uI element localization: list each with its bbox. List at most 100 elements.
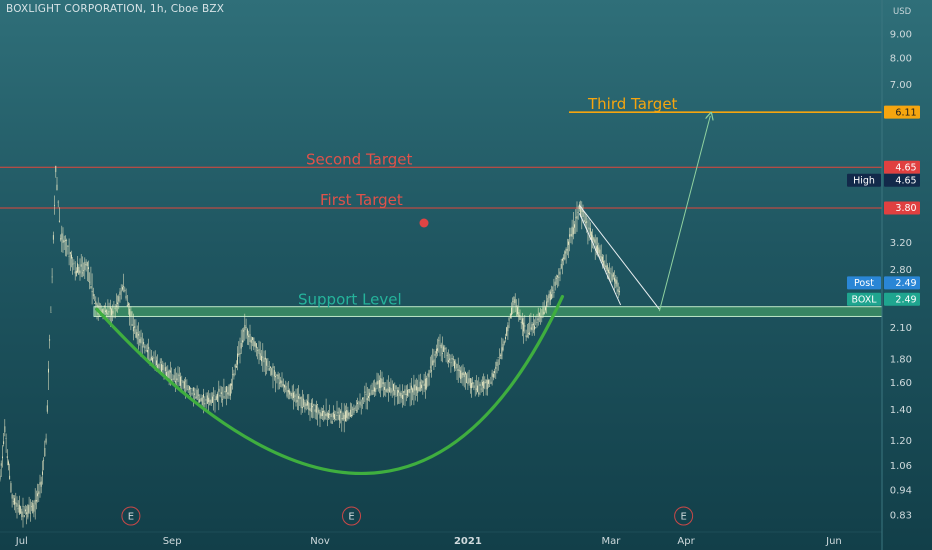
candle-body (192, 387, 194, 392)
y-tick-label: 1.80 (890, 354, 912, 365)
candle-body (291, 392, 293, 399)
candle-body (568, 241, 569, 245)
candle-body (528, 333, 529, 334)
candle-body (486, 380, 488, 390)
candle-body (337, 411, 339, 414)
candle-body (119, 291, 121, 295)
candle-body (183, 381, 185, 389)
candle-body (611, 274, 613, 281)
candle-body (156, 360, 157, 365)
candle-body (520, 321, 522, 324)
candle-body (58, 220, 60, 222)
candle-body (557, 275, 558, 278)
candle-body (73, 262, 75, 264)
candle-body (40, 481, 42, 487)
candle-body (304, 402, 306, 410)
candle-body (226, 386, 227, 392)
candle-body (17, 508, 19, 510)
candle-body (416, 386, 417, 391)
price-candles (0, 165, 620, 528)
candle-body (580, 206, 582, 217)
candle-body (424, 378, 426, 390)
candle-body (405, 393, 407, 395)
candle-body (403, 390, 405, 393)
candle-body (32, 503, 34, 514)
candle-body (72, 263, 74, 265)
price-tag-prefix: BOXL (851, 295, 877, 306)
cup-curve (95, 294, 565, 476)
candle-body (55, 165, 57, 173)
candle-body (457, 369, 459, 371)
candle-body (39, 482, 41, 485)
candle-body (419, 381, 421, 392)
candle-body (585, 222, 586, 224)
candle-body (489, 386, 491, 387)
candle-body (443, 346, 445, 352)
candle-body (455, 362, 457, 364)
candle-body (362, 398, 363, 400)
price-tag-prefix-box (847, 292, 881, 306)
candle-body (194, 393, 195, 395)
candle-body (178, 374, 180, 376)
candle-body (593, 237, 595, 243)
candle-body (10, 483, 12, 493)
candle-body (451, 358, 453, 360)
candle-body (45, 438, 47, 443)
candle-body (282, 384, 284, 386)
candle-body (501, 347, 503, 360)
candle-body (602, 256, 603, 262)
candle-body (299, 397, 301, 400)
candle-body (605, 265, 607, 270)
candle-body (473, 385, 475, 388)
candle-body (546, 301, 548, 307)
candle-body (25, 509, 26, 512)
price-tag-value: 2.49 (895, 295, 916, 306)
candle-body (26, 512, 28, 515)
candle-body (16, 503, 18, 507)
candle-body (312, 406, 313, 408)
candle-body (48, 368, 49, 373)
candle-body (479, 383, 481, 387)
candle-body (370, 384, 372, 386)
candle-body (614, 277, 615, 282)
candle-body (490, 381, 492, 385)
candle-body (14, 498, 15, 505)
candle-body (582, 210, 584, 217)
candle-body (35, 500, 37, 502)
y-tick-label: 0.83 (890, 511, 912, 522)
x-tick-label: Apr (677, 536, 695, 547)
candle-body (359, 401, 361, 405)
candle-body (222, 399, 224, 400)
candle-body (433, 359, 435, 363)
candle-body (434, 354, 436, 356)
candle-body (112, 310, 114, 314)
candle-body (218, 388, 220, 392)
candle-body (402, 394, 403, 399)
candle-body (307, 400, 308, 406)
currency-label: USD (893, 7, 912, 17)
candle-body (173, 375, 175, 380)
candle-body (341, 418, 343, 420)
candle-body (515, 305, 517, 307)
candle-body (431, 370, 432, 372)
candle-body (232, 374, 234, 375)
candle-body (12, 501, 14, 502)
candle-body (385, 389, 387, 392)
x-tick-label: Sep (163, 536, 182, 547)
candle-body (252, 337, 253, 340)
candle-body (106, 310, 108, 314)
candle-body (571, 226, 573, 237)
candle-body (15, 502, 17, 504)
candle-body (115, 305, 117, 307)
candle-body (234, 364, 236, 368)
candle-body (491, 372, 493, 377)
candle-body (494, 371, 495, 373)
candle-body (323, 410, 325, 413)
candle-body (198, 394, 199, 396)
candle-body (398, 390, 399, 393)
candle-body (224, 390, 226, 393)
candle-body (502, 343, 504, 351)
candle-body (609, 272, 611, 274)
